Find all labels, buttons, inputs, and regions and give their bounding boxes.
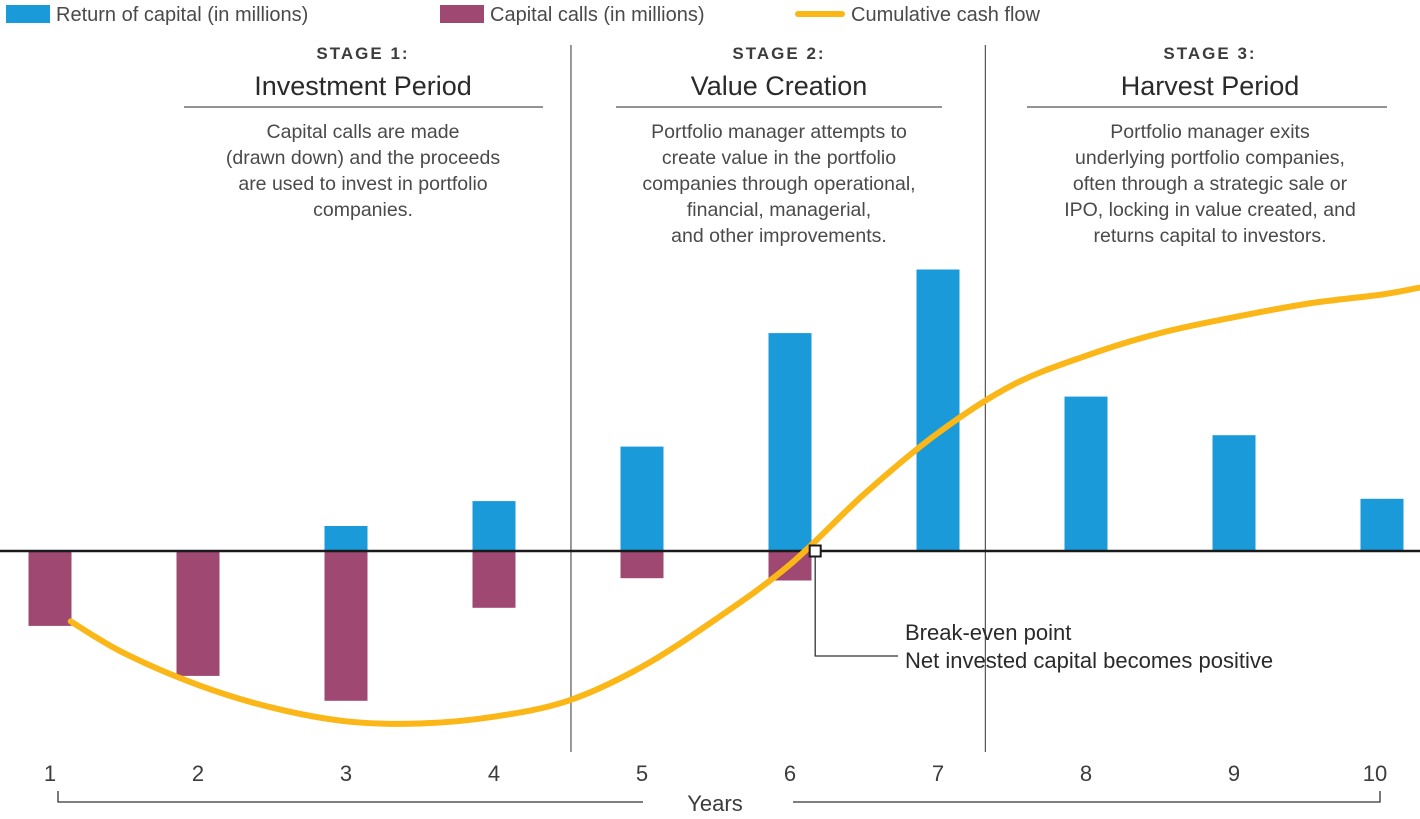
x-axis-title: Years (687, 791, 742, 816)
return-of-capital-bar (768, 333, 812, 551)
stage-2-description-line: companies through operational, (642, 173, 915, 195)
stage-2-description-line: and other improvements. (671, 225, 887, 247)
return-of-capital-bar (324, 526, 368, 551)
stage-1-label: STAGE 1: (316, 44, 409, 63)
break-even-callout-line (814, 557, 898, 657)
break-even-description: Net invested capital becomes positive (905, 648, 1273, 673)
stage-2-header: STAGE 2: Value Creation Portfolio manage… (616, 44, 942, 247)
x-tick-label: 7 (932, 761, 944, 786)
capital-call-bar (472, 551, 516, 608)
stage-3-description-line: often through a strategic sale or (1073, 173, 1348, 195)
stage-2-description-line: Portfolio manager attempts to (651, 121, 907, 143)
stage-2-description-line: financial, managerial, (687, 199, 871, 221)
stage-3-title: Harvest Period (1121, 71, 1300, 101)
stage-3-header: STAGE 3: Harvest Period Portfolio manage… (1027, 44, 1387, 247)
stage-3-description-line: returns capital to investors. (1093, 225, 1326, 247)
capital-call-bar (176, 551, 220, 676)
return-of-capital-bar (1064, 396, 1108, 551)
bars (28, 269, 1404, 701)
return-of-capital-bar (1212, 435, 1256, 551)
stage-2-label: STAGE 2: (732, 44, 825, 63)
return-of-capital-bar (472, 501, 516, 551)
x-tick-label: 4 (488, 761, 500, 786)
x-tick-label: 3 (340, 761, 352, 786)
break-even-label: Break-even point (905, 620, 1071, 645)
x-tick-label: 2 (192, 761, 204, 786)
x-tick-label: 9 (1228, 761, 1240, 786)
stage-3-description-line: underlying portfolio companies, (1075, 147, 1345, 169)
stage-1-description-line: Capital calls are made (267, 121, 460, 143)
stage-1-description-line: companies. (313, 199, 413, 221)
stage-1-header: STAGE 1: Investment Period Capital calls… (184, 44, 543, 221)
return-of-capital-bar (1360, 498, 1404, 551)
capital-call-bar (324, 551, 368, 701)
legend-label-return: Return of capital (in millions) (56, 4, 308, 26)
stage-3-label: STAGE 3: (1163, 44, 1256, 63)
x-tick-label: 6 (784, 761, 796, 786)
stage-1-title: Investment Period (254, 71, 472, 101)
legend-swatch-calls (440, 5, 484, 23)
legend-swatch-return (6, 5, 50, 23)
break-even-marker (808, 544, 822, 558)
x-axis-bracket (57, 791, 1381, 803)
legend-label-cumulative: Cumulative cash flow (851, 4, 1041, 26)
stage-2-description-line: create value in the portfolio (662, 147, 896, 169)
return-of-capital-bar (620, 446, 664, 551)
stage-3-description-line: IPO, locking in value created, and (1064, 199, 1356, 221)
return-of-capital-bar (916, 269, 960, 551)
stage-1-description-line: are used to invest in portfolio (238, 173, 487, 195)
stage-2-title: Value Creation (691, 71, 868, 101)
capital-call-bar (28, 551, 72, 626)
stage-3-description-line: Portfolio manager exits (1110, 121, 1310, 143)
x-tick-label: 1 (44, 761, 56, 786)
cumulative-cash-flow-line (67, 284, 1420, 727)
x-tick-label: 8 (1080, 761, 1092, 786)
legend: Return of capital (in millions) Capital … (6, 4, 1041, 26)
capital-call-bar (620, 551, 664, 579)
x-tick-label: 10 (1363, 761, 1387, 786)
x-axis-ticks: 1 2 3 4 5 6 7 8 9 10 (44, 761, 1387, 786)
legend-label-calls: Capital calls (in millions) (490, 4, 705, 26)
stage-1-description-line: (drawn down) and the proceeds (226, 147, 500, 169)
x-tick-label: 5 (636, 761, 648, 786)
